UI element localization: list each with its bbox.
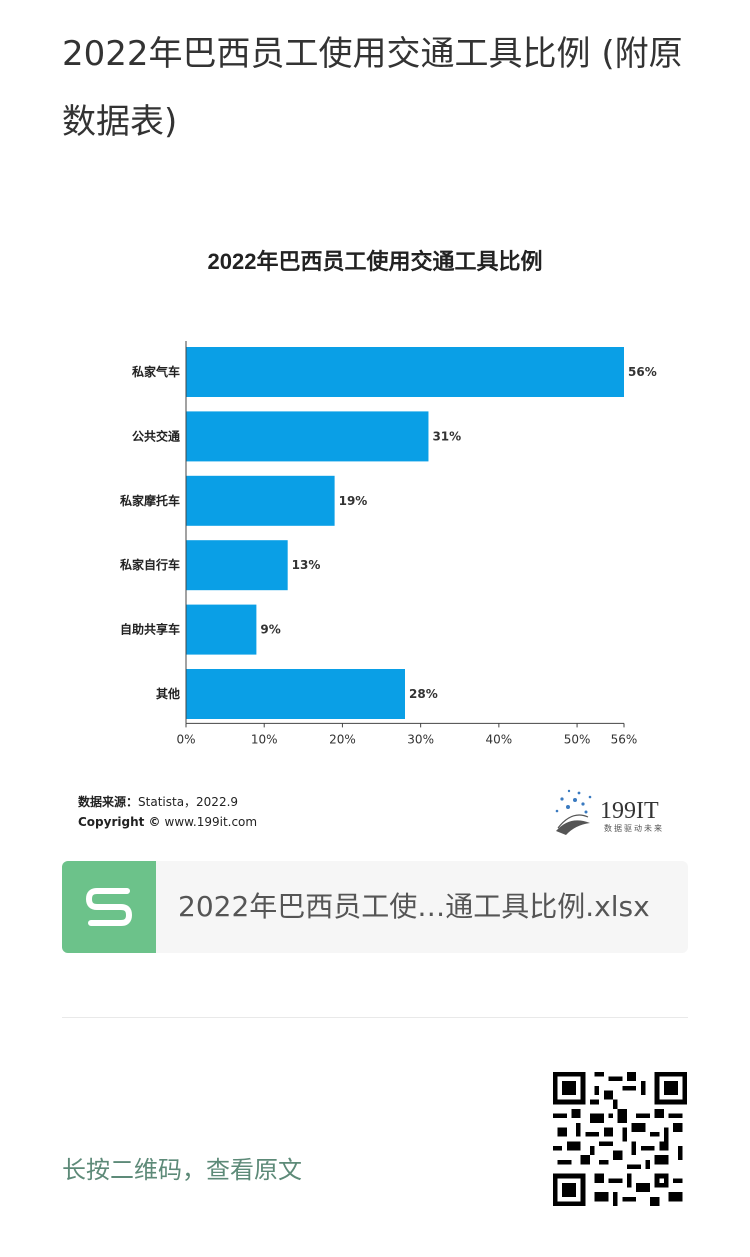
bar-3	[186, 540, 288, 591]
x-tick-label: 0%	[176, 732, 195, 746]
category-label: 私家自行车	[119, 557, 180, 572]
value-label: 28%	[409, 687, 438, 701]
x-tick-label: 40%	[486, 732, 513, 746]
bar-chart: 2022年巴西员工使用交通工具比例 私家气车 56% 公共交通 31% 私家摩托车 19%…	[78, 249, 664, 835]
x-tick-label: 20%	[329, 732, 356, 746]
value-label: 56%	[628, 365, 657, 379]
file-badge	[62, 861, 156, 953]
x-tick-label: 50%	[564, 732, 591, 746]
qr-hint-text: 长按二维码，查看原文	[62, 1156, 302, 1184]
attachment-card[interactable]: 2022年巴西员工使…通工具比例.xlsx	[62, 861, 688, 953]
category-label: 其他	[156, 686, 180, 701]
x-tick-label: 10%	[251, 732, 278, 746]
source-label: 数据来源：	[78, 794, 138, 809]
value-label: 19%	[339, 494, 368, 508]
x-tick-label: 56%	[611, 732, 638, 746]
bar-1	[186, 411, 429, 462]
category-label: 私家摩托车	[119, 493, 180, 508]
bar-4	[186, 604, 257, 655]
copyright-line: Copyright © www.199it.com	[78, 815, 257, 829]
bar-0	[186, 347, 624, 397]
source-line: 数据来源：Statista，2022.9	[78, 794, 238, 809]
bar-2	[186, 475, 335, 526]
logo-text: 199IT	[600, 798, 659, 824]
value-label: 13%	[292, 558, 321, 572]
qr-code-icon[interactable]	[553, 1072, 687, 1206]
spreadsheet-s-icon	[86, 888, 132, 926]
copyright-value: www.199it.com	[165, 815, 258, 829]
199it-logo: 199IT 数据驱动未来	[555, 789, 664, 835]
category-label: 公共交通	[132, 428, 180, 443]
chart-image: 2022年巴西员工使用交通工具比例 私家气车 56% 公共交通 31% 私家摩托车 19%…	[0, 225, 750, 845]
value-label: 31%	[432, 429, 461, 443]
logo-tagline: 数据驱动未来	[604, 823, 664, 833]
divider	[62, 1017, 688, 1018]
value-label: 9%	[260, 623, 280, 637]
chart-title: 2022年巴西员工使用交通工具比例	[208, 249, 543, 274]
article-title: 2022年巴西员工使用交通工具比例 (附原数据表)	[62, 34, 683, 142]
category-label: 私家气车	[131, 364, 180, 379]
attachment-file-name: 2022年巴西员工使…通工具比例.xlsx	[178, 890, 650, 923]
copyright-label: Copyright ©	[78, 815, 161, 829]
bar-5	[186, 669, 405, 719]
x-tick-label: 30%	[407, 732, 434, 746]
dandelion-icon	[555, 789, 592, 835]
source-value: Statista，2022.9	[138, 795, 238, 809]
category-label: 自助共享车	[120, 622, 180, 637]
